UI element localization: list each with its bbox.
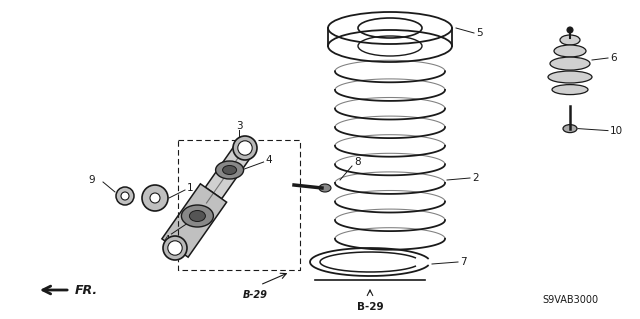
Ellipse shape — [168, 241, 182, 255]
Text: 4: 4 — [266, 155, 272, 165]
Ellipse shape — [552, 85, 588, 95]
Text: 8: 8 — [354, 157, 360, 167]
Ellipse shape — [548, 71, 592, 83]
Ellipse shape — [116, 187, 134, 205]
Ellipse shape — [121, 192, 129, 200]
Text: B-29: B-29 — [356, 302, 383, 312]
Ellipse shape — [142, 185, 168, 211]
Ellipse shape — [238, 141, 252, 155]
Text: 3: 3 — [236, 121, 243, 131]
Ellipse shape — [233, 136, 257, 160]
Text: 4: 4 — [163, 235, 170, 245]
Text: FR.: FR. — [75, 284, 98, 296]
Text: B-29: B-29 — [243, 290, 268, 300]
Polygon shape — [205, 142, 253, 199]
Text: S9VAB3000: S9VAB3000 — [542, 295, 598, 305]
Ellipse shape — [567, 27, 573, 33]
Text: 9: 9 — [88, 175, 95, 185]
Text: 5: 5 — [476, 28, 483, 38]
Ellipse shape — [163, 236, 187, 260]
Text: 2: 2 — [472, 173, 479, 183]
Ellipse shape — [223, 166, 237, 174]
Text: 6: 6 — [610, 53, 616, 63]
Text: 7: 7 — [460, 257, 467, 267]
Polygon shape — [162, 184, 227, 257]
Text: 1: 1 — [187, 183, 194, 193]
Ellipse shape — [189, 211, 205, 221]
Ellipse shape — [319, 184, 331, 192]
Text: 10: 10 — [610, 126, 623, 136]
Ellipse shape — [550, 57, 590, 70]
Ellipse shape — [563, 125, 577, 133]
Ellipse shape — [150, 193, 160, 203]
Ellipse shape — [181, 205, 213, 227]
Ellipse shape — [554, 45, 586, 57]
Ellipse shape — [216, 161, 244, 179]
Ellipse shape — [560, 35, 580, 45]
